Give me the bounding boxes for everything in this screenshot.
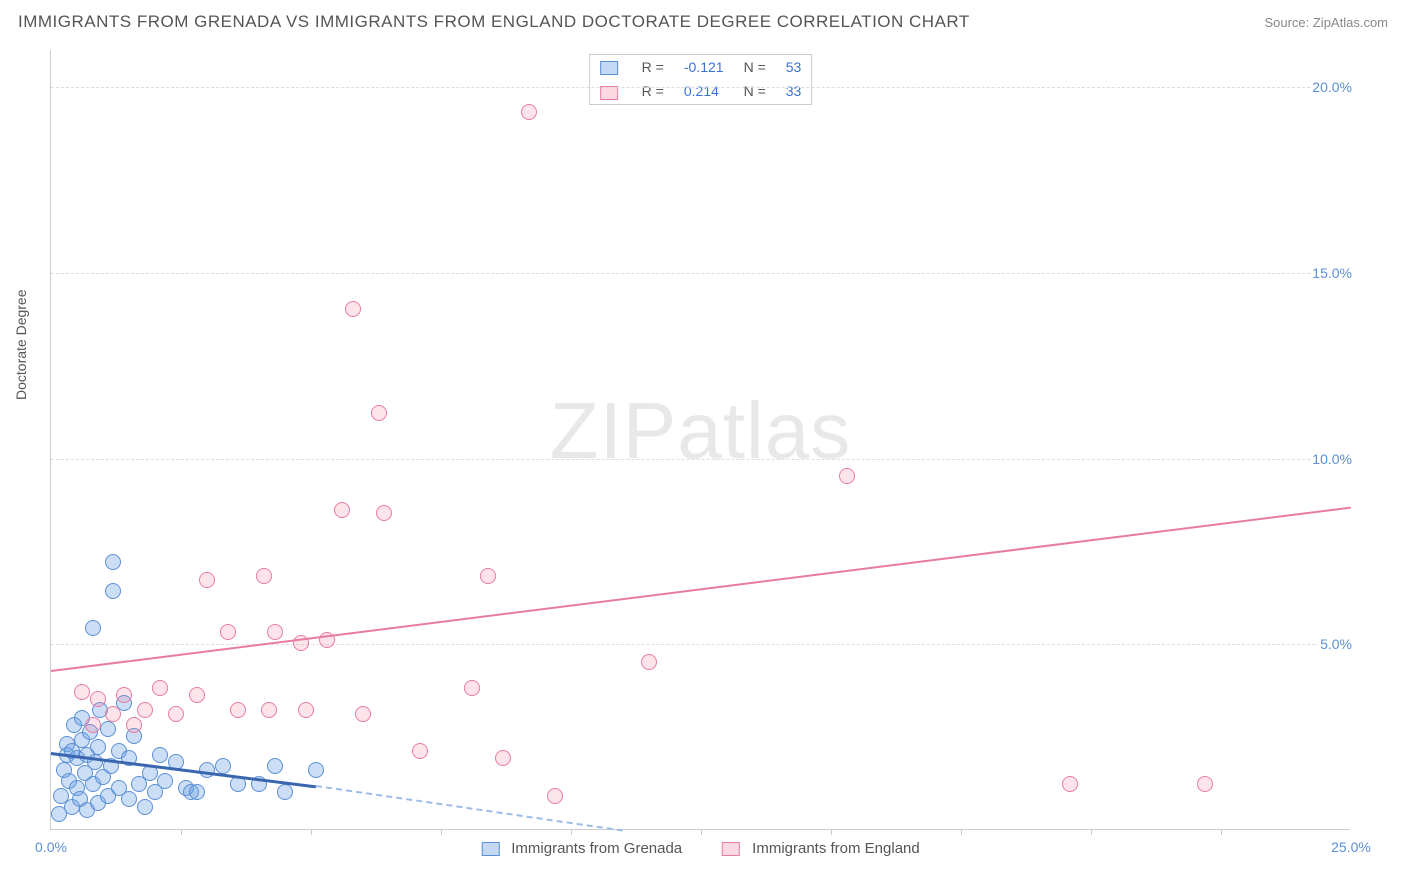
data-point [105, 583, 121, 599]
data-point [168, 706, 184, 722]
data-point [839, 468, 855, 484]
stat-r-blue: -0.121 [674, 55, 734, 79]
data-point [105, 706, 121, 722]
trend-line [51, 507, 1351, 672]
data-point [334, 502, 350, 518]
data-point [85, 717, 101, 733]
data-point [277, 784, 293, 800]
data-point [261, 702, 277, 718]
x-tick-mark [181, 829, 182, 835]
data-point [464, 680, 480, 696]
x-tick-label: 0.0% [35, 839, 67, 855]
x-tick-mark [311, 829, 312, 835]
y-tick-label: 15.0% [1310, 265, 1354, 281]
data-point [220, 624, 236, 640]
data-point [116, 687, 132, 703]
swatch-blue-icon [600, 61, 618, 75]
data-point [267, 758, 283, 774]
gridline [51, 87, 1350, 88]
data-point [90, 739, 106, 755]
data-point [157, 773, 173, 789]
data-point [1062, 776, 1078, 792]
x-tick-mark [571, 829, 572, 835]
stat-r-label: R = [632, 79, 674, 103]
data-point [267, 624, 283, 640]
stat-n-blue: 53 [776, 55, 812, 79]
data-point [74, 684, 90, 700]
data-point [495, 750, 511, 766]
y-axis-label: Doctorate Degree [13, 289, 29, 400]
stat-r-label: R = [632, 55, 674, 79]
data-point [137, 702, 153, 718]
data-point [547, 788, 563, 804]
legend-item-blue: Immigrants from Grenada [481, 840, 682, 857]
stats-legend: R = -0.121 N = 53 R = 0.214 N = 33 [589, 54, 813, 105]
data-point [215, 758, 231, 774]
plot-region: ZIPatlas Doctorate Degree R = -0.121 N =… [50, 50, 1350, 830]
data-point [137, 799, 153, 815]
x-tick-mark [1091, 829, 1092, 835]
stat-n-label: N = [734, 79, 776, 103]
x-tick-mark [1221, 829, 1222, 835]
data-point [308, 762, 324, 778]
y-tick-label: 10.0% [1310, 451, 1354, 467]
y-tick-label: 20.0% [1310, 79, 1354, 95]
stat-r-pink: 0.214 [674, 79, 734, 103]
x-tick-mark [701, 829, 702, 835]
data-point [121, 791, 137, 807]
watermark-bold: ZIP [550, 385, 677, 474]
data-point [371, 405, 387, 421]
gridline [51, 459, 1350, 460]
x-tick-mark [441, 829, 442, 835]
data-point [230, 702, 246, 718]
watermark-thin: atlas [677, 385, 851, 474]
watermark: ZIPatlas [550, 384, 851, 476]
data-point [256, 568, 272, 584]
data-point [189, 784, 205, 800]
stats-row-blue: R = -0.121 N = 53 [590, 55, 812, 79]
legend-label-blue: Immigrants from Grenada [511, 840, 682, 857]
legend-item-pink: Immigrants from England [722, 840, 920, 857]
chart-title: IMMIGRANTS FROM GRENADA VS IMMIGRANTS FR… [18, 12, 970, 32]
data-point [152, 747, 168, 763]
chart-header: IMMIGRANTS FROM GRENADA VS IMMIGRANTS FR… [0, 0, 1406, 40]
chart-source: Source: ZipAtlas.com [1264, 15, 1388, 30]
data-point [355, 706, 371, 722]
gridline [51, 273, 1350, 274]
data-point [189, 687, 205, 703]
stat-n-pink: 33 [776, 79, 812, 103]
legend-swatch-blue-icon [481, 842, 499, 856]
x-tick-mark [831, 829, 832, 835]
data-point [641, 654, 657, 670]
data-point [521, 104, 537, 120]
data-point [376, 505, 392, 521]
legend-label-pink: Immigrants from England [752, 840, 920, 857]
data-point [480, 568, 496, 584]
stats-row-pink: R = 0.214 N = 33 [590, 79, 812, 103]
data-point [85, 620, 101, 636]
series-legend: Immigrants from Grenada Immigrants from … [481, 840, 919, 857]
trend-line [316, 785, 623, 832]
data-point [199, 572, 215, 588]
y-tick-label: 5.0% [1318, 636, 1354, 652]
data-point [1197, 776, 1213, 792]
chart-area: ZIPatlas Doctorate Degree R = -0.121 N =… [50, 50, 1385, 850]
stat-n-label: N = [734, 55, 776, 79]
data-point [199, 762, 215, 778]
data-point [100, 721, 116, 737]
x-tick-mark [961, 829, 962, 835]
data-point [105, 554, 121, 570]
legend-swatch-pink-icon [722, 842, 740, 856]
data-point [298, 702, 314, 718]
x-tick-label: 25.0% [1331, 839, 1371, 855]
data-point [345, 301, 361, 317]
data-point [126, 717, 142, 733]
data-point [152, 680, 168, 696]
data-point [90, 691, 106, 707]
data-point [412, 743, 428, 759]
